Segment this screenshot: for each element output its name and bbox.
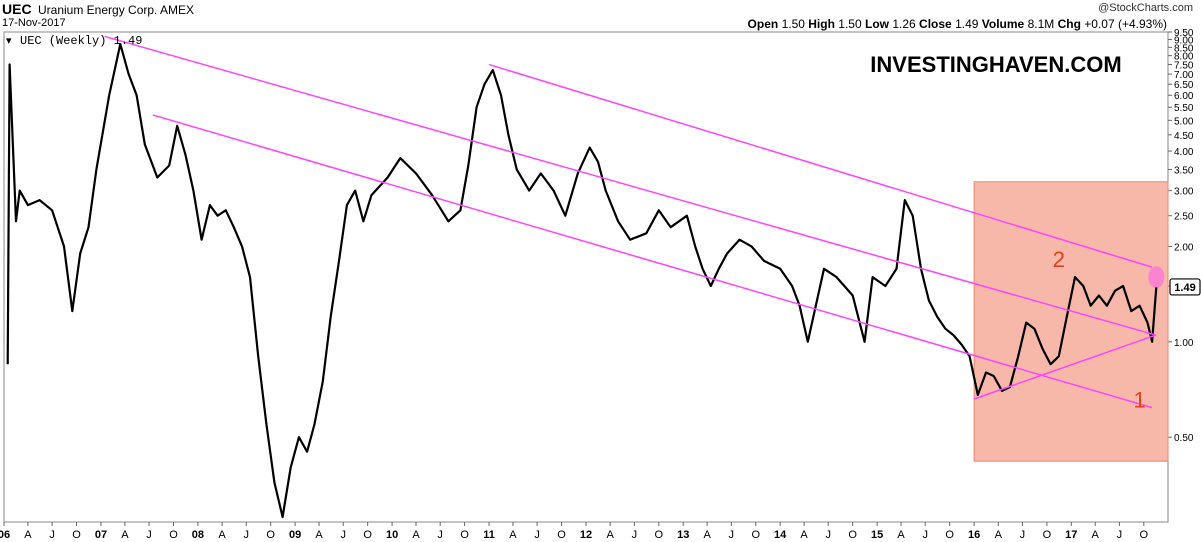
- x-tick-label: A: [121, 529, 129, 541]
- last-value-label: 1.49: [1174, 282, 1195, 294]
- trend-line-4: [973, 334, 1157, 400]
- trend-line-3: [488, 63, 1153, 268]
- y-tick-label: 7.50: [1174, 61, 1194, 72]
- x-tick-label: J: [922, 529, 928, 541]
- open-label: Open: [747, 17, 779, 31]
- x-tick-label: A: [509, 529, 517, 541]
- x-tick-label: A: [218, 529, 226, 541]
- watermark: INVESTINGHAVEN.COM: [870, 52, 1121, 77]
- x-tick-label: 06: [0, 529, 10, 541]
- x-tick-label: A: [703, 529, 711, 541]
- x-tick-label: 08: [192, 529, 204, 541]
- x-tick-label: 12: [580, 529, 592, 541]
- x-tick-label: O: [848, 529, 857, 541]
- x-tick-label: A: [1092, 529, 1100, 541]
- chg-value: +0.07 (+4.93%): [1084, 17, 1167, 31]
- y-tick-label: 3.00: [1174, 187, 1194, 198]
- x-tick-label: 10: [386, 529, 398, 541]
- highlight-zone: [973, 181, 1169, 462]
- x-tick-label: J: [534, 529, 540, 541]
- x-tick-label: 15: [871, 529, 883, 541]
- x-tick-label: J: [244, 529, 250, 541]
- breakout-marker: [1148, 266, 1165, 289]
- x-tick-label: 09: [289, 529, 301, 541]
- price-line: [6, 42, 1158, 519]
- x-tick-label: A: [412, 529, 420, 541]
- x-tick-label: 17: [1065, 529, 1077, 541]
- y-tick-label: 2.50: [1174, 212, 1194, 223]
- x-tick-label: O: [557, 529, 566, 541]
- x-tick-label: J: [146, 529, 152, 541]
- low-value: 1.26: [892, 17, 916, 31]
- x-tick-label: A: [800, 529, 808, 541]
- x-tick-label: J: [49, 529, 55, 541]
- high-label: High: [808, 17, 835, 31]
- x-tick-label: A: [995, 529, 1003, 541]
- chg-label: Chg: [1057, 17, 1081, 31]
- last-value-box: [1169, 278, 1201, 296]
- y-tick-label: 9.50: [1174, 28, 1194, 39]
- x-tick-label: A: [315, 529, 323, 541]
- company-name: Uranium Energy Corp. AMEX: [38, 3, 195, 17]
- x-tick-label: O: [945, 529, 954, 541]
- x-tick-label: A: [897, 529, 905, 541]
- x-tick-label: 11: [483, 529, 495, 541]
- x-tick-label: 14: [774, 529, 787, 541]
- x-tick-label: 07: [95, 529, 107, 541]
- x-tick-label: O: [169, 529, 178, 541]
- x-tick-label: O: [72, 529, 81, 541]
- trend-line-1: [104, 35, 1156, 336]
- x-tick-label: J: [340, 529, 346, 541]
- x-tick-label: 16: [968, 529, 980, 541]
- x-tick-label: O: [1043, 529, 1052, 541]
- y-tick-label: 6.50: [1174, 80, 1194, 91]
- annotation-label-1: 1: [1133, 388, 1145, 413]
- x-tick-label: J: [826, 529, 832, 541]
- y-tick-label: 4.00: [1174, 147, 1194, 158]
- high-value: 1.50: [838, 17, 862, 31]
- y-tick-label: 2.00: [1174, 242, 1194, 253]
- x-tick-label: A: [607, 529, 615, 541]
- y-tick-label: 3.50: [1174, 165, 1194, 176]
- ohlc-readout: Open 1.50 High 1.50 Low 1.26 Close 1.49 …: [748, 17, 1167, 31]
- volume-value: 8.1M: [1027, 17, 1055, 31]
- y-tick-label: 5.50: [1174, 103, 1194, 114]
- x-tick-label: O: [655, 529, 664, 541]
- x-tick-label: J: [437, 529, 443, 541]
- x-tick-label: A: [24, 529, 32, 541]
- trend-line-2: [152, 114, 1153, 409]
- stockcharts-credit: @StockCharts.com: [1098, 2, 1193, 14]
- x-tick-label: J: [1117, 529, 1123, 541]
- x-tick-label: O: [460, 529, 469, 541]
- close-value: 1.49: [955, 17, 979, 31]
- y-tick-label: 1.00: [1174, 338, 1194, 349]
- annotation-label-2: 2: [1053, 247, 1065, 272]
- y-tick-label: 5.00: [1174, 116, 1194, 127]
- y-tick-label: 7.00: [1174, 70, 1194, 81]
- y-tick-label: 8.50: [1174, 43, 1194, 54]
- y-tick-label: 8.00: [1174, 52, 1194, 63]
- legend-icon: ▾: [6, 34, 12, 47]
- x-tick-label: O: [266, 529, 275, 541]
- volume-label: Volume: [981, 17, 1025, 31]
- close-label: Close: [919, 17, 952, 31]
- ticker-symbol: UEC: [2, 1, 32, 17]
- y-tick-label: 9.00: [1174, 35, 1194, 46]
- x-tick-label: O: [363, 529, 372, 541]
- x-tick-label: J: [1020, 529, 1026, 541]
- x-tick-label: J: [632, 529, 638, 541]
- x-tick-label: O: [1140, 529, 1149, 541]
- x-tick-label: 13: [677, 529, 689, 541]
- x-tick-label: J: [729, 529, 735, 541]
- open-value: 1.50: [781, 17, 805, 31]
- y-tick-label: 4.50: [1174, 131, 1194, 142]
- legend-label: UEC (Weekly) 1.49: [20, 34, 142, 48]
- y-tick-label: 6.00: [1174, 91, 1194, 102]
- y-tick-label: 0.50: [1174, 433, 1194, 444]
- low-label: Low: [864, 17, 889, 31]
- chart-date: 17-Nov-2017: [2, 17, 66, 29]
- x-tick-label: O: [751, 529, 760, 541]
